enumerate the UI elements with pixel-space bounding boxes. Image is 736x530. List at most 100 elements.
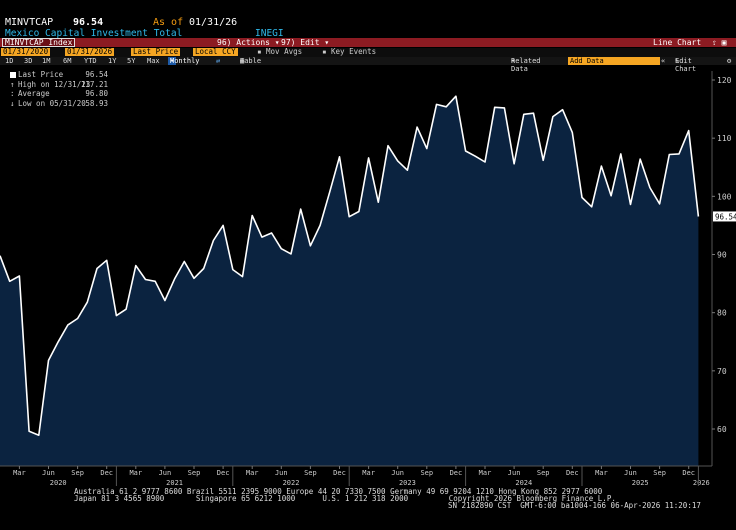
- x-tick-label: Jun: [508, 469, 521, 477]
- compare-icon[interactable]: ⇄: [216, 57, 221, 65]
- collapse-icon[interactable]: «: [661, 57, 666, 65]
- y-tick-label: 100: [717, 192, 732, 201]
- period-bar: 1D 3D 1M 6M YTD 1Y 5Y Max Monthly ▾ ⇄ ▦ …: [0, 57, 736, 73]
- header-line: MINVTCAP 96.54 As of 01/31/26: [5, 17, 405, 29]
- y-tick-label: 70: [717, 367, 727, 376]
- key-events-toggle[interactable]: ▪ Key Events: [322, 47, 377, 56]
- last-price-button[interactable]: Last Price: [131, 47, 181, 56]
- x-tick-label: Mar: [479, 469, 492, 477]
- chart-type-label: Line Chart: [653, 38, 702, 47]
- period-1y[interactable]: 1Y: [108, 57, 117, 65]
- security-description: Mexico Capital Investment Total: [5, 28, 183, 39]
- down-arrow-icon: ↓: [10, 98, 15, 108]
- export-icon[interactable]: ⇪ ▣: [712, 38, 727, 47]
- legend-label: High on 12/31/23: [18, 79, 91, 89]
- period-6m[interactable]: 6M: [63, 57, 72, 65]
- x-tick-label: Dec: [100, 469, 113, 477]
- period-ytd[interactable]: YTD: [84, 57, 97, 65]
- average-icon: :: [10, 89, 15, 98]
- start-date-field[interactable]: 01/31/2020: [1, 47, 51, 56]
- x-tick-label: Jun: [624, 469, 637, 477]
- key-events-label: Key Events: [331, 47, 377, 56]
- ticker: MINVTCAP: [5, 17, 54, 28]
- area-fill: [0, 96, 699, 466]
- y-tick-label: 60: [717, 425, 727, 434]
- x-tick-label: Dec: [566, 469, 579, 477]
- legend-label: Low on 05/31/20: [18, 98, 86, 108]
- x-tick-label: Sep: [188, 469, 201, 477]
- legend-value: 96.54: [85, 70, 108, 79]
- related-data-label: Related Data: [511, 57, 541, 73]
- pencil-icon: ✎: [675, 57, 680, 65]
- x-tick-label: Jun: [42, 469, 55, 477]
- mov-avgs-label: Mov Avgs: [266, 47, 303, 56]
- legend-value: 96.80: [85, 89, 108, 98]
- mov-avgs-toggle[interactable]: ▪ Mov Avgs: [257, 47, 303, 56]
- x-year-label: 2025: [632, 479, 649, 487]
- description-line: Mexico Capital Investment Total INEGI: [5, 28, 425, 39]
- currency-button[interactable]: Local CCY: [193, 47, 238, 56]
- footer-session: SN 2182890 CST GMT-6:00 ba1004-166 06-Ap…: [448, 501, 701, 510]
- legend-swatch: [10, 72, 16, 78]
- y-tick-label: 90: [717, 251, 727, 260]
- x-tick-label: Dec: [450, 469, 463, 477]
- frequency-select[interactable]: Monthly ▾: [168, 57, 200, 65]
- period-3d[interactable]: 3D: [24, 57, 33, 65]
- x-tick-label: Sep: [420, 469, 433, 477]
- last-value-tag: [713, 211, 736, 222]
- x-tick-label: Sep: [304, 469, 317, 477]
- period-1d[interactable]: 1D: [5, 57, 14, 65]
- legend-average: : Average 96.80: [8, 89, 108, 99]
- legend-last-price: Last Price 96.54: [8, 70, 108, 80]
- x-tick-label: Dec: [217, 469, 230, 477]
- x-tick-label: Mar: [595, 469, 608, 477]
- footer-copyright: Japan 81 3 4565 8900 Singapore 65 6212 1…: [74, 494, 616, 503]
- legend-label: Average: [18, 89, 50, 98]
- plot-area: 60 70 80 90 100 110 120 96.54 Mar Jun Sep Dec Mar Jun…: [0, 71, 736, 487]
- edit-chart-label: Edit Chart: [675, 57, 697, 73]
- x-tick-label: Sep: [537, 469, 550, 477]
- actions-menu[interactable]: 96) Actions ▾: [217, 38, 280, 47]
- as-of-label: As of: [153, 17, 184, 28]
- x-year-label: 2023: [399, 479, 416, 487]
- x-year-label: 2026: [693, 479, 710, 487]
- control-bar: 01/31/2020 01/31/2026 Last Price Local C…: [0, 48, 736, 57]
- frequency-label: Monthly: [170, 57, 200, 65]
- x-tick-label: Mar: [13, 469, 26, 477]
- legend-value: 117.21: [80, 79, 108, 89]
- y-tick-label: 110: [717, 134, 732, 143]
- legend-value: 58.93: [85, 98, 108, 108]
- x-year-label: 2021: [166, 479, 183, 487]
- add-data-field[interactable]: Add Data: [568, 57, 660, 65]
- gear-icon[interactable]: ⚙: [727, 57, 732, 65]
- footer-contacts: Australia 61 2 9777 8600 Brazil 5511 239…: [74, 487, 603, 496]
- price-chart[interactable]: 60 70 80 90 100 110 120 96.54 Mar Jun Sep Dec Mar Jun…: [0, 66, 736, 488]
- legend-label: Last Price: [18, 70, 64, 79]
- period-5y[interactable]: 5Y: [127, 57, 136, 65]
- x-tick-label: Sep: [71, 469, 84, 477]
- edit-menu[interactable]: 97) Edit ▾: [281, 38, 330, 47]
- x-tick-label: Dec: [333, 469, 346, 477]
- x-tick-label: Jun: [391, 469, 404, 477]
- period-1m[interactable]: 1M: [42, 57, 51, 65]
- y-tick-label: 120: [717, 76, 732, 85]
- y-tick-label: 80: [717, 309, 727, 318]
- up-arrow-icon: ↑: [10, 79, 15, 89]
- last-value-label: 96.54: [715, 212, 736, 221]
- x-year-label: 2022: [283, 479, 300, 487]
- data-source: INEGI: [255, 28, 284, 39]
- plus-icon: +: [511, 57, 516, 65]
- last-price: 96.54: [73, 17, 104, 28]
- x-year-label: 2024: [515, 479, 532, 487]
- as-of-date: 01/31/26: [189, 17, 238, 28]
- index-field[interactable]: MINVTCAP Index: [2, 38, 76, 47]
- x-tick-label: Mar: [362, 469, 375, 477]
- x-year-label: 2020: [50, 479, 67, 487]
- table-icon: ▦: [240, 57, 245, 65]
- end-date-field[interactable]: 01/31/2026: [65, 47, 115, 56]
- period-max[interactable]: Max: [147, 57, 160, 65]
- x-tick-label: Mar: [129, 469, 142, 477]
- legend-low: ↓ Low on 05/31/20 58.93: [8, 99, 108, 109]
- table-label: Table: [240, 57, 262, 65]
- command-bar: MINVTCAP Index 96) Actions ▾ 97) Edit ▾ …: [0, 38, 736, 47]
